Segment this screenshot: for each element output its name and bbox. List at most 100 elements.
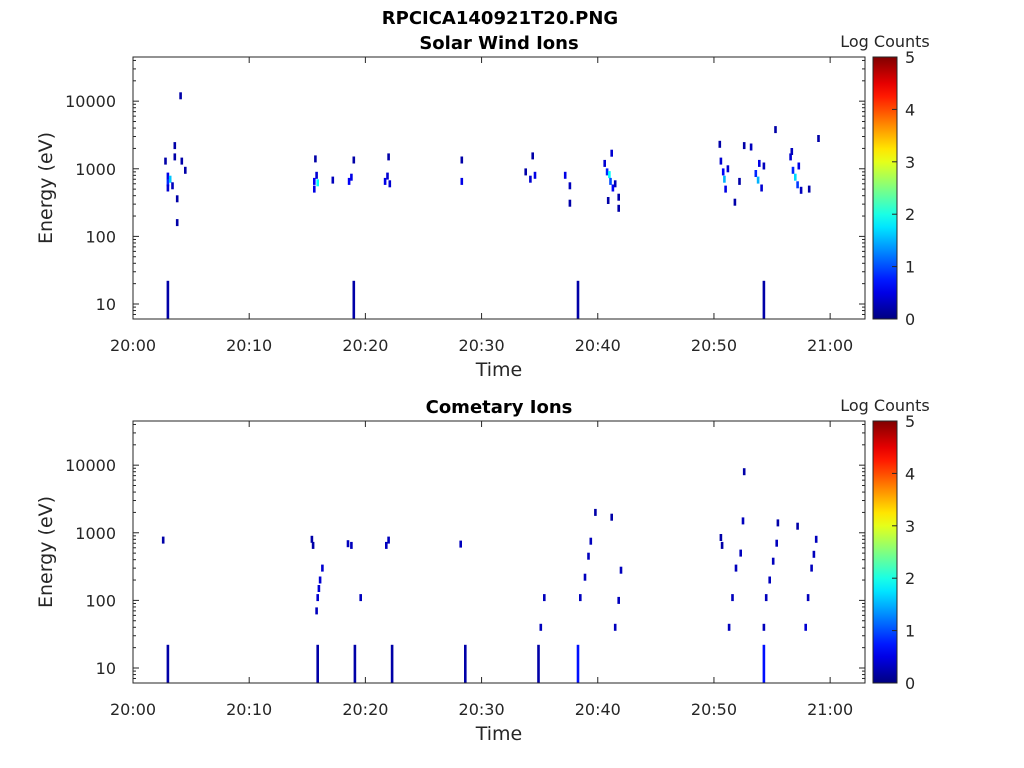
colorbar-tick-label: 4 (905, 100, 915, 119)
data-cell (749, 143, 753, 151)
data-cell (794, 173, 797, 181)
data-cell (166, 184, 170, 192)
data-cell (563, 171, 567, 179)
data-cell (576, 644, 580, 683)
data-cell (164, 157, 167, 165)
y-tick-label: 1000 (75, 160, 116, 179)
x-tick-label: 20:30 (459, 336, 505, 355)
data-cell (346, 540, 350, 548)
x-tick-label: 21:00 (807, 700, 853, 719)
x-tick-label: 20:40 (575, 336, 621, 355)
data-cell (533, 171, 537, 179)
data-cell (719, 534, 723, 541)
data-cell (310, 535, 314, 543)
data-cell (791, 166, 795, 174)
data-cell (316, 594, 319, 602)
panel-1: Solar Wind Ions 20:00 20:10 20:20 20:30 20:40… (35, 32, 930, 381)
y-tick-label: 10000 (65, 92, 116, 111)
data-cell (390, 644, 394, 683)
data-cell (179, 92, 182, 100)
x-tick-label: 20:00 (110, 700, 156, 719)
data-cell (738, 177, 741, 185)
data-cell (166, 644, 170, 683)
data-cell (608, 171, 611, 179)
y-axis-label: Energy (eV) (35, 132, 57, 244)
data-cell (352, 280, 356, 319)
data-cell (609, 177, 612, 185)
data-cell (161, 536, 165, 544)
data-cell (758, 159, 761, 167)
data-cell (579, 594, 582, 602)
x-axis-label: Time (475, 359, 523, 381)
x-axis-label: Time (475, 723, 523, 745)
data-cell (315, 171, 318, 179)
y-tick-label: 1000 (75, 524, 116, 543)
data-cell (385, 541, 388, 549)
data-cell (817, 135, 820, 142)
x-tick-label: 20:50 (691, 336, 737, 355)
data-cell (775, 539, 778, 547)
data-cell (760, 184, 763, 192)
data-cell (524, 168, 527, 176)
data-cell (531, 152, 534, 160)
x-tick-label: 20:10 (226, 700, 272, 719)
data-cell (313, 185, 316, 193)
panel-title: Cometary Ions (426, 397, 573, 418)
data-cell (762, 623, 766, 631)
data-cell (314, 155, 317, 163)
x-tick-label: 20:30 (459, 700, 505, 719)
data-cell (718, 140, 722, 148)
data-cell (529, 175, 532, 183)
data-cell (721, 168, 725, 176)
data-cell (175, 219, 179, 227)
panel-title: Solar Wind Ions (419, 33, 578, 54)
data-cell (350, 541, 353, 549)
data-cell (603, 159, 606, 167)
data-cell (762, 280, 766, 319)
data-cell (742, 468, 746, 476)
data-cell (321, 564, 324, 572)
colorbar-tick-label: 5 (905, 412, 915, 431)
colorbar-label: Log Counts (840, 32, 930, 51)
colorbar-tick-label: 2 (905, 569, 915, 588)
data-cell (166, 179, 170, 187)
data-cell (734, 564, 738, 572)
y-tick-label: 10 (96, 295, 116, 314)
colorbar-tick-label: 4 (905, 464, 915, 483)
data-cell (741, 517, 745, 525)
data-cell (594, 508, 597, 516)
colorbar-tick-label: 1 (905, 622, 915, 641)
data-cell (317, 585, 321, 592)
data-cell (810, 564, 813, 572)
data-cell (386, 172, 389, 180)
data-cell (764, 594, 768, 602)
data-cell (617, 596, 620, 604)
data-cell (727, 623, 731, 631)
data-cell (316, 644, 319, 683)
data-cell (806, 594, 810, 602)
data-cell (460, 177, 464, 185)
data-cell (617, 204, 620, 212)
data-cell (459, 540, 462, 548)
data-cell (617, 193, 620, 201)
y-tick-label: 10000 (65, 456, 116, 475)
figure-title: RPCICA140921T20.PNG (382, 8, 618, 29)
data-cell (790, 148, 794, 155)
data-cell (173, 153, 177, 161)
data-cell (756, 176, 760, 184)
data-cell (316, 179, 319, 187)
data-cell (754, 170, 758, 177)
y-axis-label: Energy (eV) (35, 496, 57, 608)
x-tick-label: 20:00 (110, 336, 156, 355)
data-cell (814, 535, 818, 543)
data-cell (166, 280, 170, 319)
data-cell (175, 195, 179, 203)
data-cell (613, 180, 617, 188)
colorbar-tick-label: 5 (905, 48, 915, 67)
data-cell (774, 126, 777, 134)
y-tick-label: 10 (96, 659, 116, 678)
data-cell (359, 594, 362, 602)
data-cell (583, 573, 587, 581)
data-cell (619, 566, 623, 574)
